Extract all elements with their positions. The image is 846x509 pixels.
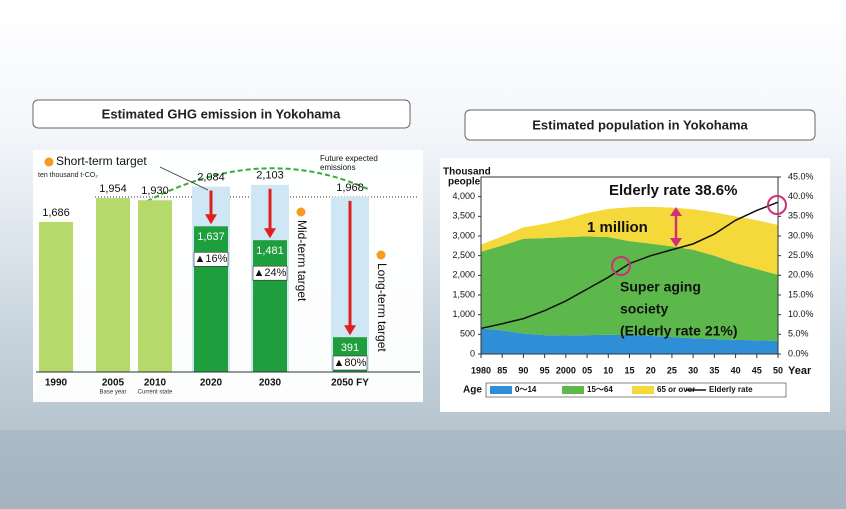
annotation: Short-term target — [56, 154, 147, 168]
x-tick-label: 25 — [667, 365, 677, 375]
annotation: Future expected — [320, 154, 378, 163]
annotation: 1 million — [587, 219, 648, 236]
target-label: 391 — [341, 342, 359, 354]
page: {"chart_data": [ {"type": "bar", "title"… — [0, 0, 846, 509]
x-tick-label: 2020 — [200, 378, 223, 389]
slide: Estimated GHG emission in Yokohama Estim… — [0, 0, 846, 509]
legend-swatch — [490, 386, 512, 394]
unit-label: ten thousand t-CO₂ — [38, 172, 98, 179]
legend-label: Elderly rate — [709, 385, 753, 394]
target-bar — [253, 240, 287, 372]
bar — [138, 200, 172, 372]
harbor — [0, 430, 846, 509]
y2-tick-label: 25.0% — [788, 250, 814, 260]
bar — [96, 198, 130, 372]
y-tick-label: 1,000 — [452, 309, 475, 319]
expected-label: 1,968 — [336, 182, 364, 194]
x-tick-label: 40 — [731, 365, 741, 375]
x-tick-label: 95 — [540, 365, 550, 375]
y-tick-label: 2,500 — [452, 250, 475, 260]
value-label: 1,954 — [99, 183, 127, 195]
expected-label: 2,103 — [256, 170, 284, 182]
reduction-label: ▲16% — [195, 253, 228, 265]
annotation: Elderly rate 38.6% — [609, 182, 737, 199]
legend-title: Age — [463, 385, 482, 396]
x-tick-label: 30 — [688, 365, 698, 375]
x-tick-label: 90 — [518, 365, 528, 375]
x-tick-label: 05 — [582, 365, 592, 375]
value-label: 1,686 — [42, 207, 70, 219]
x-axis-label: Year — [788, 365, 812, 377]
x-tick-label: 1980 — [471, 365, 491, 375]
target-label: 1,637 — [197, 231, 225, 243]
y-axis-label: people — [448, 177, 481, 188]
annotation: Super aging — [620, 279, 701, 295]
annotation: emissions — [320, 163, 356, 172]
x-tick-label: 2030 — [259, 378, 282, 389]
target-label: 1,481 — [256, 245, 284, 257]
chart-title: Estimated GHG emission in Yokohama — [102, 106, 341, 121]
x-tick-label: 85 — [497, 365, 507, 375]
y-tick-label: 4,000 — [452, 191, 475, 201]
x-tick-label: 35 — [709, 365, 719, 375]
legend-label: 15～64 — [587, 385, 613, 394]
x-tick-label: 10 — [603, 365, 613, 375]
reduction-label: ▲24% — [254, 267, 287, 279]
expected-label: 2,084 — [197, 171, 225, 183]
reduction-label: ▲80% — [334, 357, 367, 369]
category-note: Current state — [138, 390, 173, 396]
value-label: 1,930 — [141, 185, 169, 197]
marker-dot — [45, 158, 54, 167]
y2-tick-label: 10.0% — [788, 309, 814, 319]
y2-tick-label: 35.0% — [788, 211, 814, 221]
x-tick-label: 50 — [773, 365, 783, 375]
target-bar — [194, 226, 228, 372]
x-tick-label: 1990 — [45, 378, 68, 389]
legend-label: 0～14 — [515, 385, 537, 394]
y-tick-label: 3,500 — [452, 211, 475, 221]
y2-tick-label: 30.0% — [788, 230, 814, 240]
x-tick-label: 2005 — [102, 378, 125, 389]
annotation: society — [620, 301, 668, 317]
annotation: Mid-term target — [295, 220, 309, 302]
category-note: Base year — [99, 390, 126, 396]
x-tick-label: 45 — [752, 365, 762, 375]
chart-title: Estimated population in Yokohama — [532, 117, 748, 132]
x-tick-label: 2010 — [144, 378, 167, 389]
x-tick-label: 2000 — [556, 365, 576, 375]
x-tick-label: 15 — [624, 365, 634, 375]
legend-swatch — [632, 386, 654, 394]
legend-swatch — [562, 386, 584, 394]
y-tick-label: 500 — [460, 329, 475, 339]
marker-dot — [297, 208, 306, 217]
y2-tick-label: 20.0% — [788, 270, 814, 280]
y2-tick-label: 45.0% — [788, 171, 814, 181]
y2-tick-label: 15.0% — [788, 289, 814, 299]
y-tick-label: 1,500 — [452, 289, 475, 299]
x-tick-label: 20 — [646, 365, 656, 375]
y-tick-label: 2,000 — [452, 270, 475, 280]
y-tick-label: 3,000 — [452, 230, 475, 240]
y2-tick-label: 0.0% — [788, 348, 809, 358]
y2-tick-label: 40.0% — [788, 191, 814, 201]
y2-tick-label: 5.0% — [788, 329, 809, 339]
annotation: (Elderly rate 21%) — [620, 323, 738, 339]
y-tick-label: 0 — [470, 348, 475, 358]
marker-dot — [377, 251, 386, 260]
annotation: Long-term target — [375, 263, 389, 352]
x-tick-label: 2050 FY — [331, 378, 369, 389]
bar — [39, 222, 73, 372]
